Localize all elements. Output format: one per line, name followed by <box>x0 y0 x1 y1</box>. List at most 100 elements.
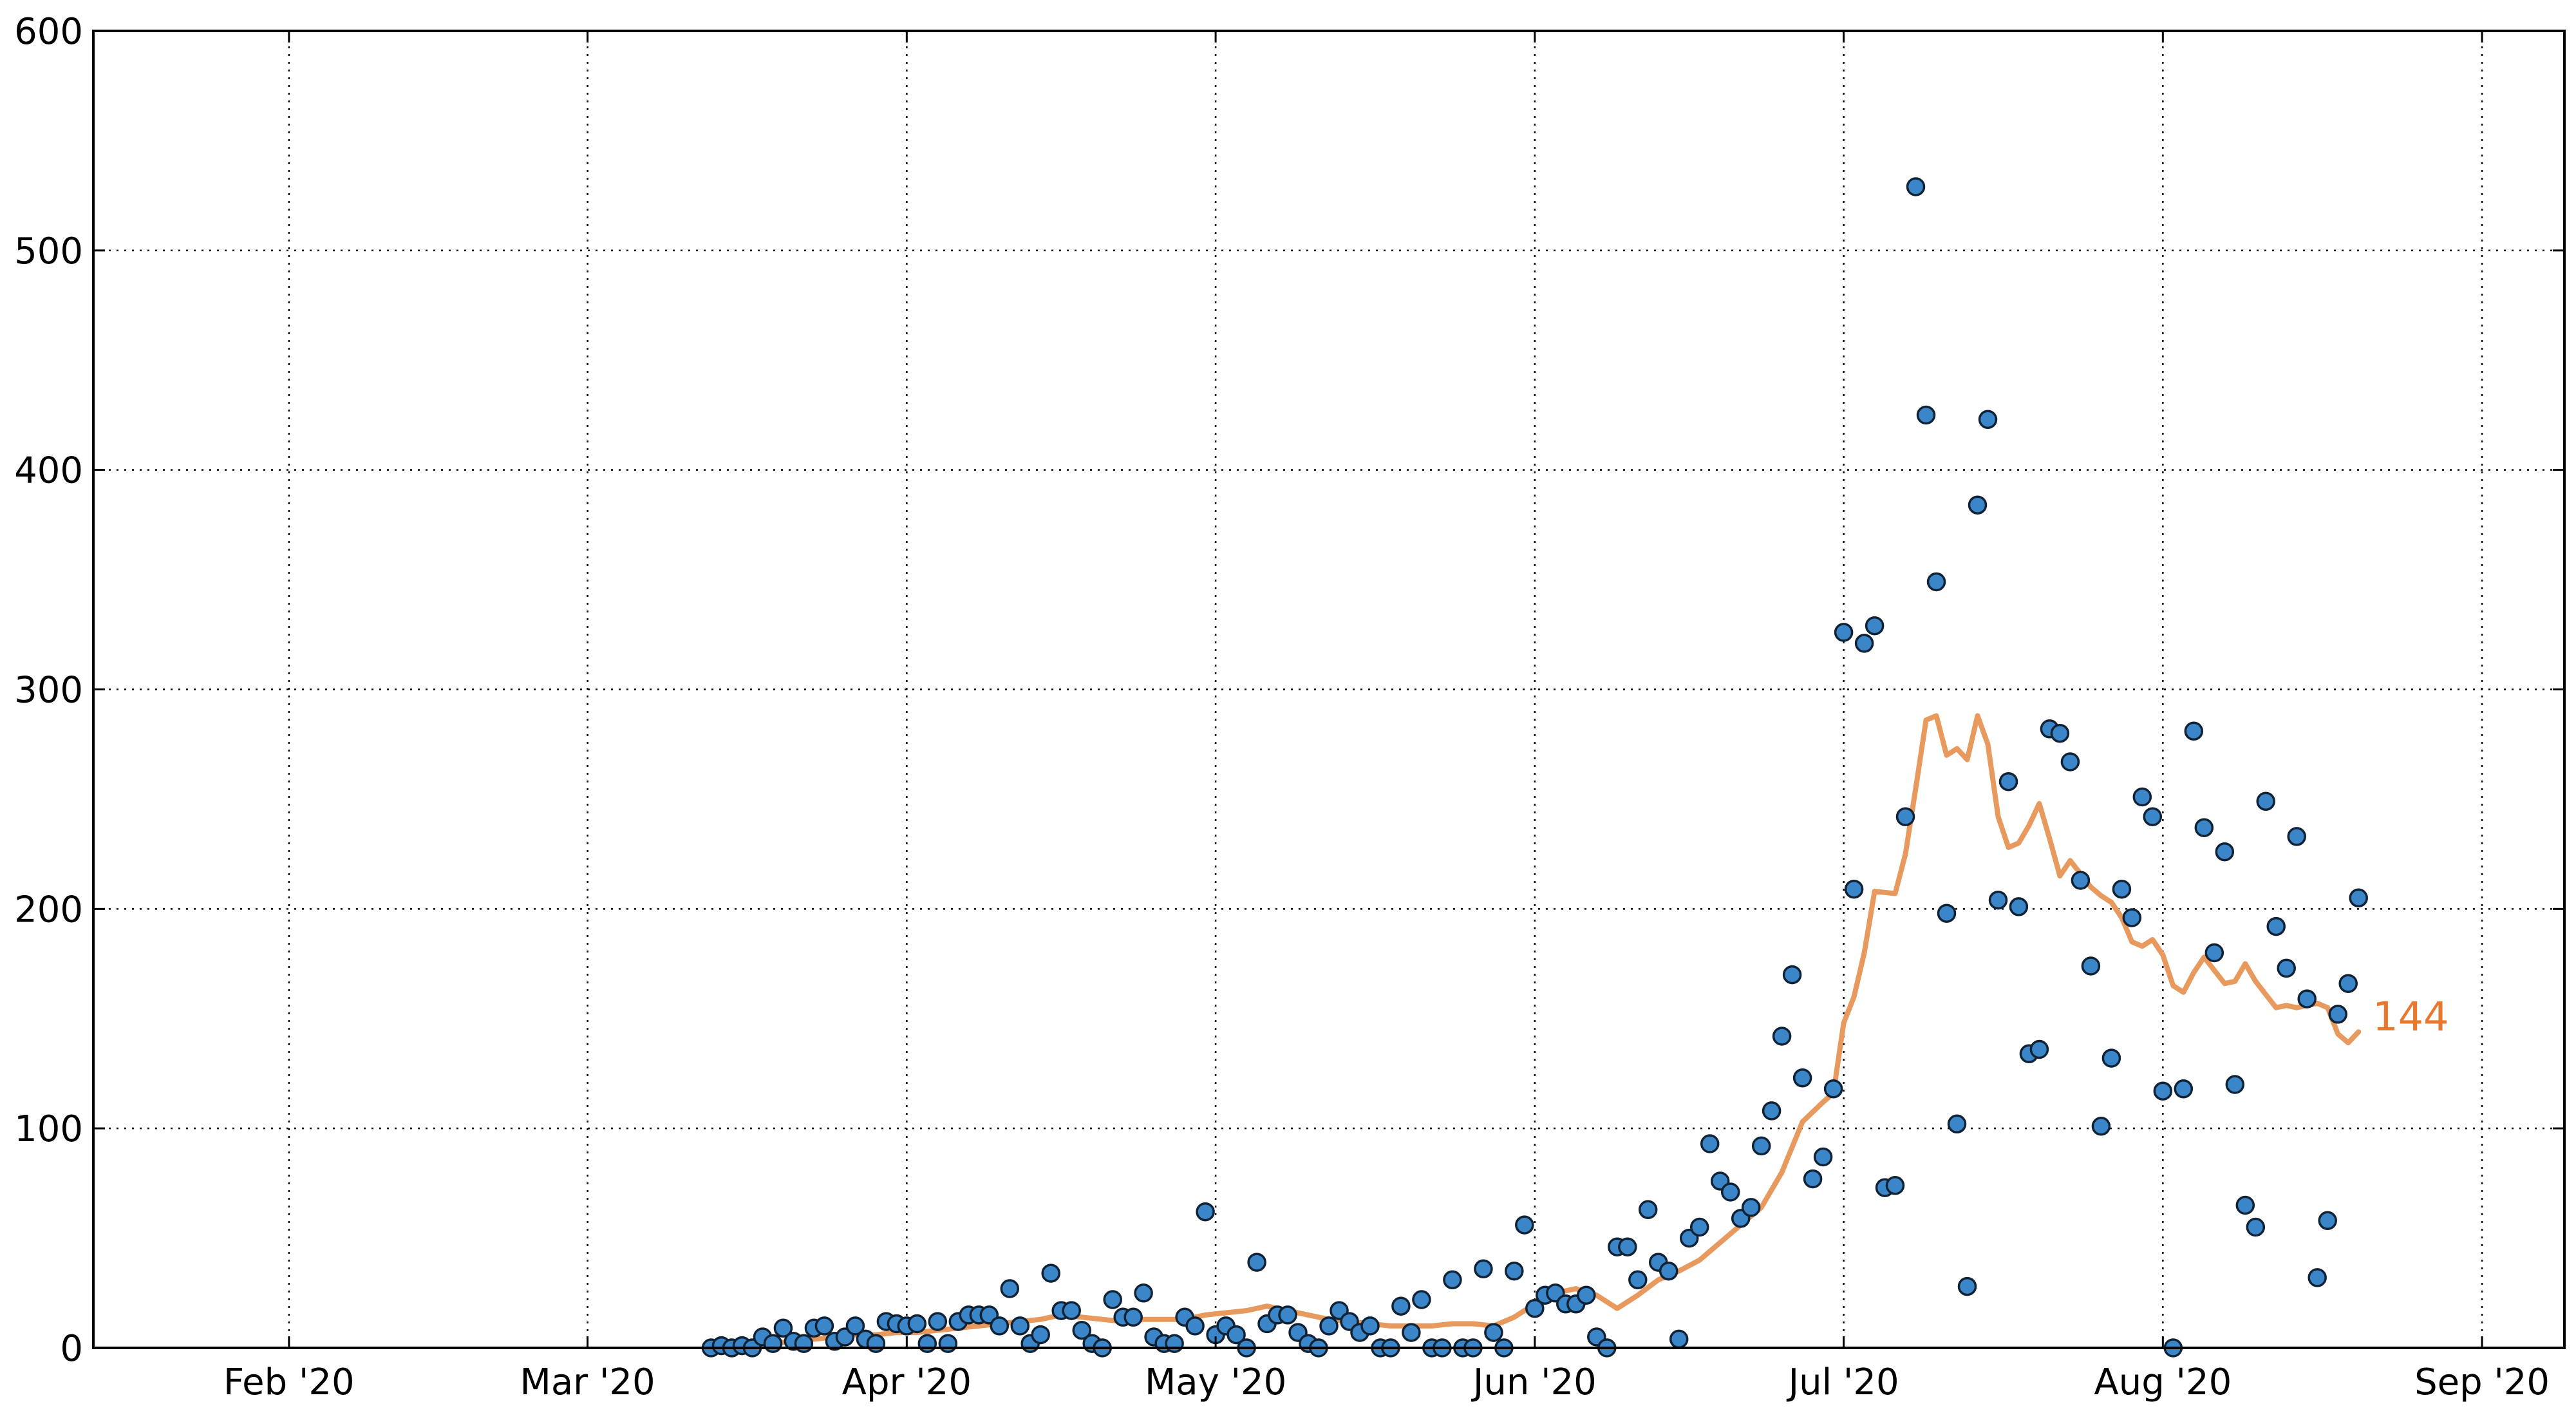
axis-ticks <box>93 31 2564 1348</box>
daily-value-point <box>1001 1280 1018 1297</box>
daily-value-point <box>1063 1302 1080 1319</box>
daily-value-point <box>1918 407 1935 424</box>
daily-value-point <box>1321 1318 1337 1334</box>
daily-value-point <box>1135 1285 1152 1302</box>
daily-value-point <box>2268 918 2284 935</box>
daily-value-point <box>2299 990 2315 1007</box>
daily-value-point <box>1516 1217 1533 1233</box>
daily-value-point <box>1763 1103 1780 1119</box>
daily-value-point <box>1794 1070 1811 1086</box>
x-axis-tick-labels: Feb '20Mar '20Apr '20May '20Jun '20Jul '… <box>223 1361 2550 1403</box>
daily-value-point <box>816 1318 832 1334</box>
rolling-average-end-label: 144 <box>2373 993 2449 1040</box>
daily-value-point <box>2031 1041 2047 1058</box>
daily-value-point <box>1619 1238 1636 1255</box>
daily-values-series <box>703 178 2367 1356</box>
x-tick-label: Jul '20 <box>1787 1361 1899 1403</box>
daily-value-point <box>1475 1260 1492 1277</box>
daily-value-point <box>2062 753 2078 770</box>
daily-value-point <box>1825 1081 1842 1097</box>
y-axis-tick-labels: 0100200300400500600 <box>14 11 83 1370</box>
daily-value-point <box>1444 1271 1461 1288</box>
daily-value-point <box>1887 1177 1904 1194</box>
x-tick-label: May '20 <box>1145 1361 1286 1403</box>
daily-value-point <box>1125 1309 1142 1325</box>
x-tick-label: Feb '20 <box>223 1361 355 1403</box>
plot-frame <box>93 31 2564 1348</box>
daily-value-point <box>2134 789 2150 806</box>
grid-lines <box>93 31 2564 1348</box>
daily-value-point <box>2216 844 2233 860</box>
daily-value-point <box>2154 1083 2171 1099</box>
daily-value-point <box>1949 1115 1966 1132</box>
daily-value-point <box>867 1335 884 1352</box>
daily-value-point <box>795 1335 812 1352</box>
daily-value-point <box>2206 945 2223 961</box>
series-end-labels: 144 <box>2373 993 2449 1040</box>
x-tick-label: Aug '20 <box>2094 1361 2232 1403</box>
daily-value-point <box>2278 960 2295 976</box>
y-tick-label: 600 <box>14 11 83 53</box>
daily-value-point <box>765 1335 782 1352</box>
daily-value-point <box>1485 1324 1502 1341</box>
daily-value-point <box>1805 1171 1821 1188</box>
daily-value-point <box>2175 1081 2192 1097</box>
daily-value-point <box>2195 819 2212 836</box>
daily-value-point <box>1032 1327 1049 1343</box>
daily-value-point <box>1248 1254 1265 1271</box>
daily-value-point <box>1856 635 1873 652</box>
daily-value-point <box>1722 1184 1739 1200</box>
daily-value-point <box>908 1316 925 1332</box>
daily-value-point <box>2288 828 2305 845</box>
daily-value-point <box>1403 1324 1420 1341</box>
daily-value-point <box>2113 881 2130 898</box>
daily-value-point <box>1630 1271 1646 1288</box>
daily-value-point <box>1908 178 1924 195</box>
daily-value-point <box>1671 1331 1688 1347</box>
daily-value-point <box>2226 1076 2243 1093</box>
daily-value-point <box>2051 725 2068 742</box>
daily-value-point <box>1846 881 1863 898</box>
daily-value-point <box>1011 1318 1028 1334</box>
daily-value-point <box>929 1313 946 1330</box>
y-tick-label: 400 <box>14 450 83 492</box>
y-tick-label: 500 <box>14 231 83 272</box>
daily-value-point <box>1660 1263 1677 1280</box>
daily-value-point <box>2103 1050 2120 1066</box>
daily-value-point <box>1279 1307 1296 1323</box>
x-tick-label: Mar '20 <box>520 1361 655 1403</box>
daily-value-point <box>2247 1219 2264 1236</box>
daily-value-point <box>2185 723 2202 739</box>
daily-value-point <box>1990 892 2007 909</box>
daily-value-point <box>1393 1298 1409 1314</box>
daily-value-point <box>2082 958 2099 974</box>
daily-value-point <box>1980 411 1997 428</box>
daily-value-point <box>1928 574 1945 591</box>
daily-value-point <box>1836 624 1852 641</box>
daily-value-point <box>2144 808 2161 825</box>
y-tick-label: 0 <box>60 1328 83 1370</box>
daily-value-point <box>991 1318 1008 1334</box>
daily-value-point <box>1702 1135 1718 1152</box>
daily-value-point <box>2319 1212 2336 1229</box>
daily-value-point <box>1743 1199 1760 1216</box>
daily-value-point <box>1970 497 1986 513</box>
daily-value-point <box>2329 1006 2346 1023</box>
daily-value-point <box>1691 1219 1708 1236</box>
daily-value-point <box>1753 1137 1770 1154</box>
daily-value-point <box>1362 1318 1378 1334</box>
daily-value-point <box>1774 1028 1791 1045</box>
daily-value-point <box>2340 975 2356 992</box>
daily-value-point <box>2309 1269 2326 1286</box>
daily-value-point <box>1104 1291 1121 1308</box>
daily-value-point <box>2092 1118 2109 1135</box>
daily-value-point <box>2000 773 2017 790</box>
daily-value-point <box>1413 1291 1430 1308</box>
x-tick-label: Sep '20 <box>2414 1361 2550 1403</box>
daily-value-point <box>939 1335 956 1352</box>
daily-value-point <box>1784 967 1801 983</box>
rolling-average-series <box>773 715 2359 1343</box>
x-tick-label: Jun '20 <box>1471 1361 1597 1403</box>
daily-value-point <box>2237 1197 2253 1214</box>
daily-value-point <box>2257 793 2274 810</box>
